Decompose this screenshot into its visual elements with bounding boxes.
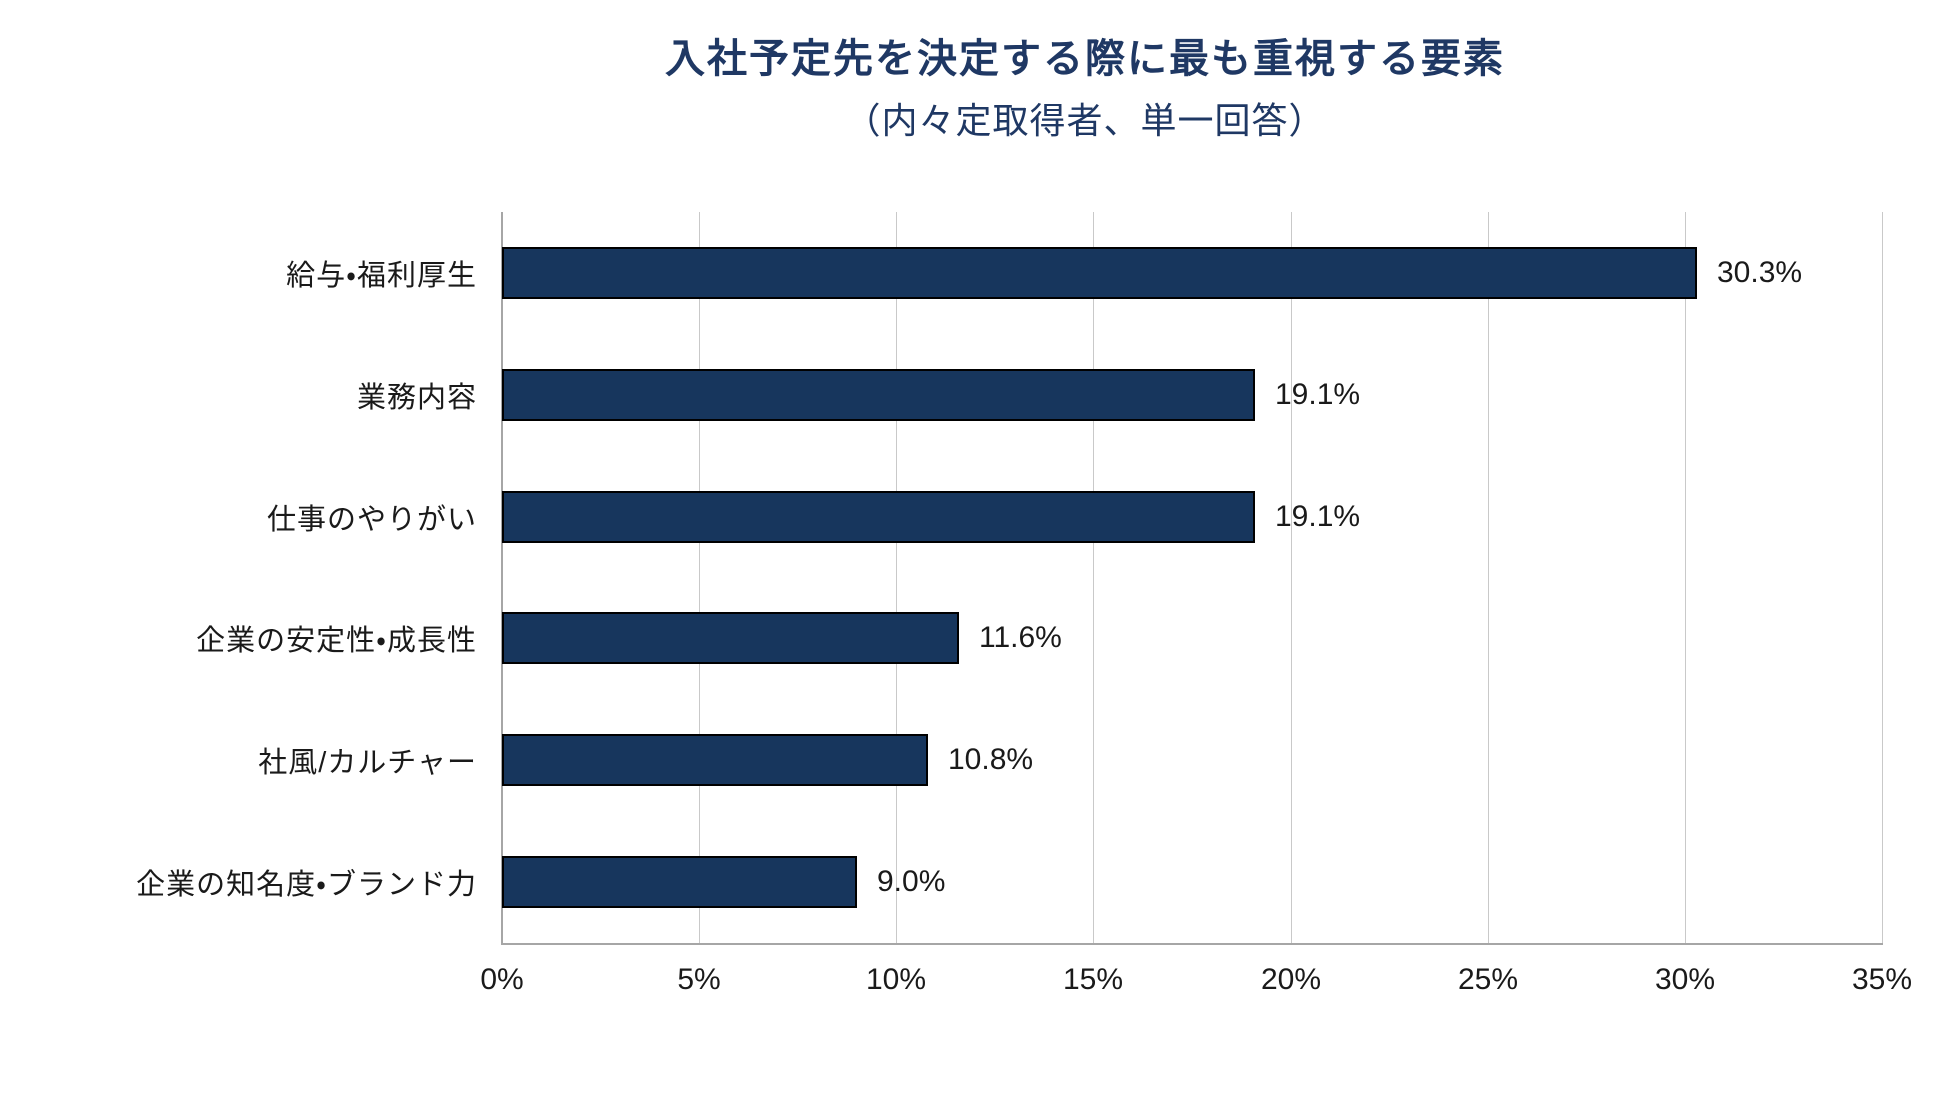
x-tick-label: 35% — [1851, 963, 1913, 996]
bar — [502, 247, 1697, 299]
x-tick-label: 10% — [865, 963, 927, 996]
chart-subtitle: （内々定取得者、単一回答） — [844, 100, 1326, 141]
value-label: 30.3% — [1717, 256, 1803, 289]
bar — [502, 734, 928, 786]
x-tick-label: 25% — [1457, 963, 1519, 996]
gridline — [1291, 212, 1292, 943]
category-label: 業務内容 — [356, 381, 477, 414]
bar — [502, 612, 959, 664]
x-axis-line — [501, 943, 1883, 945]
gridline — [896, 212, 897, 943]
value-label: 10.8% — [948, 743, 1034, 776]
gridline — [1685, 212, 1686, 943]
gridline — [699, 212, 700, 943]
category-label: 仕事のやりがい — [266, 503, 477, 536]
x-tick-label: 15% — [1062, 963, 1124, 996]
x-tick-label: 0% — [480, 963, 524, 996]
chart-title: 入社予定先を決定する際に最も重視する要素 — [665, 37, 1505, 81]
value-label: 9.0% — [877, 865, 946, 898]
y-axis-line — [501, 212, 503, 945]
value-label: 19.1% — [1275, 500, 1361, 533]
category-label: 企業の安定性・成長性 — [196, 625, 477, 658]
value-label: 19.1% — [1275, 378, 1361, 411]
category-label: 社風/カルチャー — [258, 747, 477, 780]
category-label: 企業の知名度・ブランド力 — [136, 869, 477, 902]
x-tick-label: 5% — [677, 963, 721, 996]
category-label: 給与・福利厚生 — [286, 259, 477, 292]
x-tick-label: 20% — [1260, 963, 1322, 996]
bar — [502, 491, 1255, 543]
value-label: 11.6% — [979, 621, 1062, 654]
bar — [502, 856, 857, 908]
gridline — [1488, 212, 1489, 943]
bar — [502, 369, 1255, 421]
gridline — [1093, 212, 1094, 943]
gridline — [1882, 212, 1883, 943]
x-tick-label: 30% — [1654, 963, 1716, 996]
